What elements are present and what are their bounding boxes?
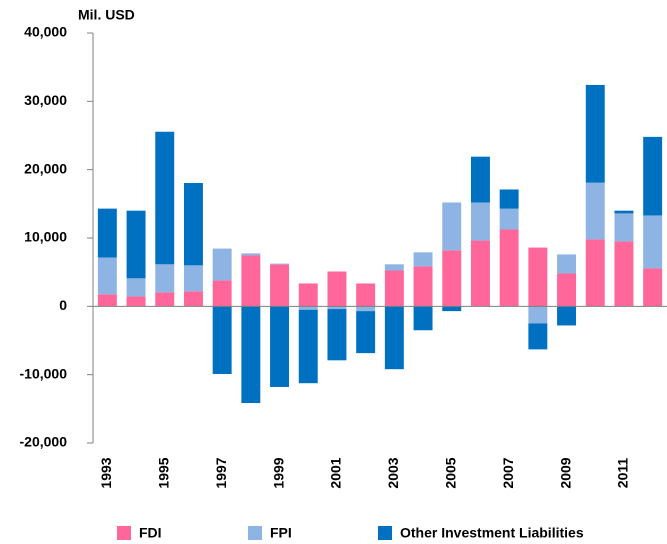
bar: [241, 306, 261, 404]
bar: [126, 278, 146, 297]
y-tick-label: 10,000: [24, 229, 67, 245]
x-tick-label: 2011: [615, 458, 631, 489]
bar: [528, 323, 548, 350]
y-tick-label: -10,000: [20, 365, 68, 381]
bar: [183, 182, 203, 266]
bar: [585, 239, 605, 307]
x-tick-label: 2001: [328, 457, 344, 488]
legend-swatch: [248, 526, 262, 540]
bar: [643, 268, 663, 307]
bar: [442, 250, 462, 307]
bar: [557, 273, 577, 307]
bar: [126, 296, 146, 307]
y-tick-label: -20,000: [20, 434, 68, 450]
x-tick-label: 1995: [155, 457, 171, 488]
bar: [557, 254, 577, 274]
bar: [126, 210, 146, 279]
bar: [413, 266, 433, 307]
bar: [212, 306, 232, 374]
bar: [614, 213, 634, 242]
bar: [97, 294, 117, 307]
bar: [442, 202, 462, 251]
bar: [241, 255, 261, 307]
legend-label: FPI: [270, 525, 292, 541]
bar: [499, 189, 519, 209]
legend-label: FDI: [139, 525, 162, 541]
y-tick-label: 0: [59, 297, 67, 313]
x-tick-label: 2009: [557, 457, 573, 488]
bar: [298, 306, 318, 310]
bar: [212, 248, 232, 281]
bar: [97, 208, 117, 258]
x-tick-label: 2003: [385, 457, 401, 488]
bar: [557, 306, 577, 326]
bar: [183, 291, 203, 307]
bar: [212, 280, 232, 307]
bar: [270, 263, 290, 265]
bar: [643, 215, 663, 269]
y-tick-label: 20,000: [24, 160, 67, 176]
legend-swatch: [117, 526, 131, 540]
bar: [442, 306, 462, 312]
bar: [384, 264, 404, 271]
bar: [298, 309, 318, 384]
bar: [356, 306, 376, 312]
bar: [614, 210, 634, 214]
bar: [97, 257, 117, 295]
bar: [585, 84, 605, 183]
bar: [327, 309, 347, 361]
bar: [270, 264, 290, 307]
bar: [585, 182, 605, 240]
bar: [470, 240, 490, 307]
bar: [384, 306, 404, 370]
x-tick-label: 1999: [270, 457, 286, 488]
legend-swatch: [378, 526, 392, 540]
bar: [356, 283, 376, 307]
x-tick-label: 1993: [98, 457, 114, 488]
bar: [528, 306, 548, 324]
x-tick-label: 2005: [442, 457, 458, 488]
bar: [155, 131, 175, 265]
bar: [413, 306, 433, 331]
bar: [499, 208, 519, 230]
bar: [327, 306, 347, 310]
bar: [499, 229, 519, 307]
bar: [470, 202, 490, 241]
bar: [183, 265, 203, 292]
bar: [298, 283, 318, 307]
bar: [384, 270, 404, 307]
bar: [614, 241, 634, 307]
bar: [643, 136, 663, 216]
bar: [155, 264, 175, 293]
bar: [528, 247, 548, 307]
bar: [413, 252, 433, 267]
bar: [241, 253, 261, 256]
x-tick-label: 2007: [500, 457, 516, 488]
bar: [470, 156, 490, 203]
legend-label: Other Investment Liabilities: [400, 525, 584, 541]
bar: [155, 292, 175, 307]
y-axis-label: Mil. USD: [78, 7, 135, 23]
y-tick-label: 30,000: [24, 92, 67, 108]
bar: [270, 306, 290, 387]
bar: [327, 271, 347, 307]
y-tick-label: 40,000: [24, 24, 67, 40]
bar: [356, 311, 376, 354]
x-tick-label: 1997: [213, 457, 229, 488]
